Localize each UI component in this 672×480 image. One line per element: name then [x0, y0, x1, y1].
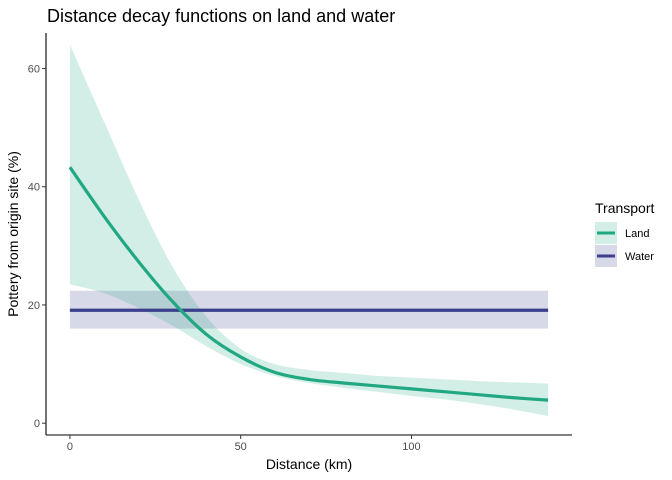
legend-label-land: Land: [625, 228, 649, 240]
x-tick-label: 50: [235, 441, 247, 453]
x-tick-label: 0: [67, 441, 73, 453]
band-land: [69, 44, 549, 417]
series-lines: [68, 166, 549, 402]
y-axis-title: Pottery from origin site (%): [5, 151, 21, 317]
chart-title: Distance decay functions on land and wat…: [47, 6, 395, 26]
legend-label-water: Water: [625, 251, 654, 263]
confidence-bands: [69, 44, 549, 417]
legend: Transport Land Water: [595, 200, 655, 267]
y-tick-label: 20: [28, 300, 40, 312]
legend-title: Transport: [595, 200, 655, 216]
y-tick-label: 40: [28, 182, 40, 194]
y-tick-label: 0: [34, 418, 40, 430]
axes: 0 20 40 60 0 50 100: [28, 33, 572, 453]
line-land: [68, 166, 549, 402]
x-axis-title: Distance (km): [266, 456, 352, 472]
y-tick-label: 60: [28, 63, 40, 75]
x-tick-label: 100: [402, 441, 420, 453]
